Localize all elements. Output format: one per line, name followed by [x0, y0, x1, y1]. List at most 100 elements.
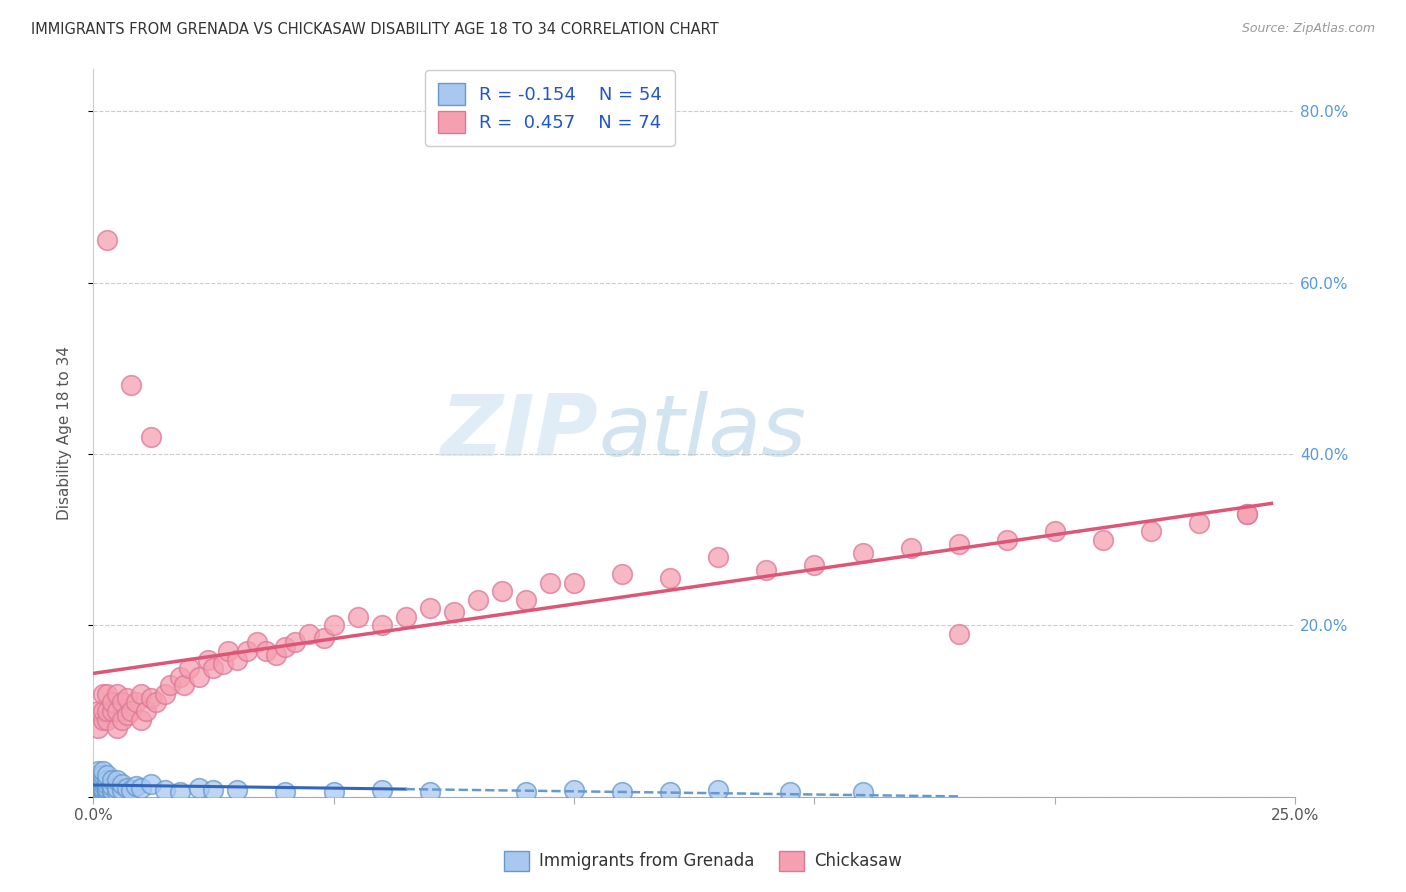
Point — [101, 695, 124, 709]
Point — [659, 571, 682, 585]
Point — [87, 771, 110, 785]
Text: atlas: atlas — [598, 391, 806, 474]
Point — [370, 782, 392, 797]
Point — [153, 687, 176, 701]
Point — [1092, 533, 1115, 547]
Y-axis label: Disability Age 18 to 34: Disability Age 18 to 34 — [58, 345, 72, 520]
Point — [105, 687, 128, 701]
Point — [111, 777, 134, 791]
Point — [91, 774, 114, 789]
Point — [96, 785, 118, 799]
Legend: R = -0.154    N = 54, R =  0.457    N = 74: R = -0.154 N = 54, R = 0.457 N = 74 — [425, 70, 675, 146]
Point — [121, 782, 143, 797]
Point — [87, 777, 110, 791]
Point — [900, 541, 922, 556]
Point — [1188, 516, 1211, 530]
Point — [111, 713, 134, 727]
Point — [145, 695, 167, 709]
Legend: Immigrants from Grenada, Chickasaw: Immigrants from Grenada, Chickasaw — [495, 842, 911, 880]
Point — [322, 785, 344, 799]
Point — [105, 785, 128, 799]
Point — [515, 785, 537, 799]
Point — [101, 772, 124, 787]
Point — [115, 691, 138, 706]
Point — [91, 777, 114, 791]
Point — [87, 704, 110, 718]
Point — [515, 592, 537, 607]
Point — [322, 618, 344, 632]
Point — [995, 533, 1018, 547]
Point — [121, 378, 143, 392]
Point — [370, 618, 392, 632]
Point — [226, 782, 249, 797]
Point — [91, 764, 114, 778]
Point — [153, 782, 176, 797]
Point — [948, 537, 970, 551]
Point — [91, 687, 114, 701]
Point — [87, 772, 110, 787]
Point — [91, 768, 114, 782]
Point — [125, 695, 148, 709]
Point — [202, 661, 225, 675]
Point — [91, 713, 114, 727]
Point — [121, 704, 143, 718]
Point — [851, 785, 873, 799]
Point — [91, 782, 114, 797]
Point — [96, 781, 118, 796]
Text: ZIP: ZIP — [440, 391, 598, 474]
Point — [419, 785, 441, 799]
Point — [91, 781, 114, 796]
Point — [129, 687, 152, 701]
Point — [96, 713, 118, 727]
Point — [96, 772, 118, 787]
Point — [298, 627, 321, 641]
Text: Source: ZipAtlas.com: Source: ZipAtlas.com — [1241, 22, 1375, 36]
Point — [101, 782, 124, 797]
Point — [96, 768, 118, 782]
Point — [1236, 507, 1258, 521]
Point — [226, 652, 249, 666]
Point — [284, 635, 307, 649]
Point — [115, 708, 138, 723]
Point — [111, 782, 134, 797]
Point — [948, 627, 970, 641]
Point — [1043, 524, 1066, 538]
Point — [87, 780, 110, 794]
Point — [87, 781, 110, 796]
Point — [803, 558, 825, 573]
Point — [91, 704, 114, 718]
Point — [87, 774, 110, 789]
Point — [245, 635, 267, 649]
Point — [96, 704, 118, 718]
Point — [139, 691, 162, 706]
Point — [173, 678, 195, 692]
Point — [538, 575, 561, 590]
Point — [101, 785, 124, 799]
Point — [187, 781, 209, 796]
Point — [264, 648, 287, 663]
Text: IMMIGRANTS FROM GRENADA VS CHICKASAW DISABILITY AGE 18 TO 34 CORRELATION CHART: IMMIGRANTS FROM GRENADA VS CHICKASAW DIS… — [31, 22, 718, 37]
Point — [105, 772, 128, 787]
Point — [779, 785, 801, 799]
Point — [105, 704, 128, 718]
Point — [96, 233, 118, 247]
Point — [187, 670, 209, 684]
Point — [169, 785, 191, 799]
Point — [254, 644, 277, 658]
Point — [129, 781, 152, 796]
Point — [217, 644, 239, 658]
Point — [169, 670, 191, 684]
Point — [87, 782, 110, 797]
Point — [125, 780, 148, 794]
Point — [96, 777, 118, 791]
Point — [96, 782, 118, 797]
Point — [91, 772, 114, 787]
Point — [236, 644, 259, 658]
Point — [159, 678, 181, 692]
Point — [562, 575, 585, 590]
Point — [129, 713, 152, 727]
Point — [87, 785, 110, 799]
Point — [274, 640, 297, 654]
Point — [115, 781, 138, 796]
Point — [87, 768, 110, 782]
